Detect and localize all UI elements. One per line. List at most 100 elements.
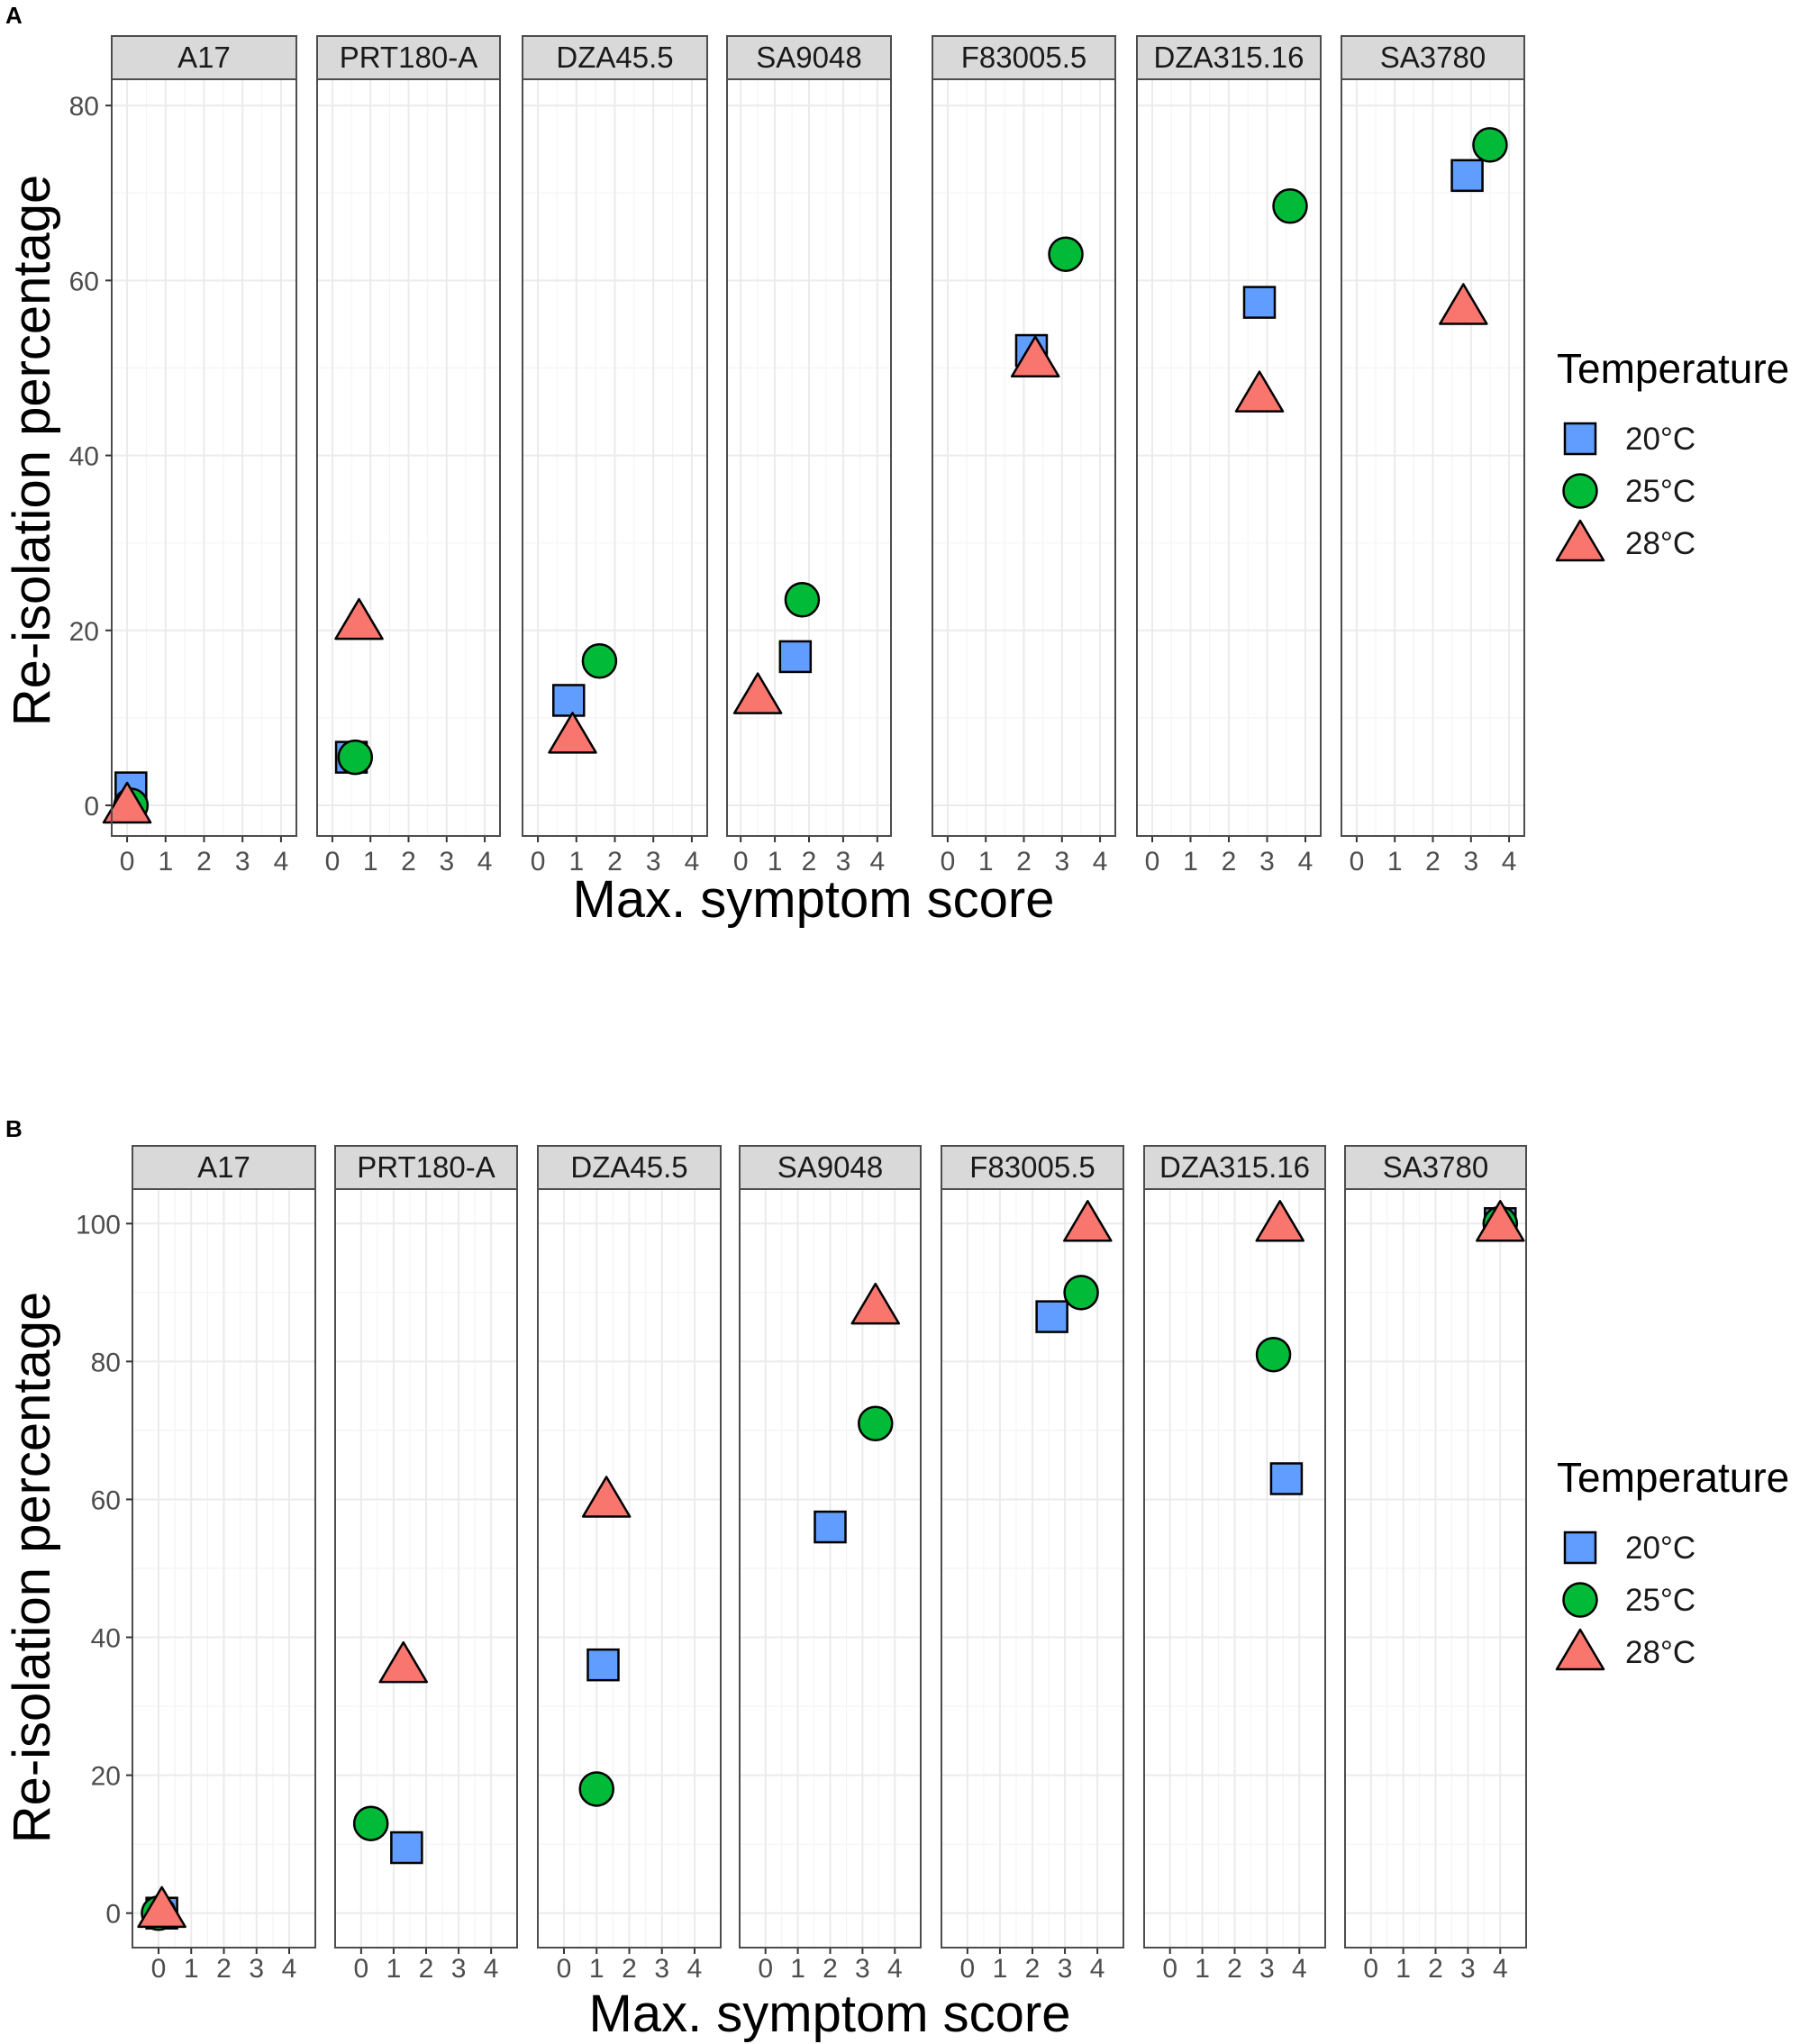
facet-strip: [739, 1145, 922, 1190]
facet-strip-label: F83005.5: [969, 1150, 1095, 1184]
x-tick-label: 0: [531, 847, 546, 877]
legend-key-triangle: [1555, 519, 1605, 562]
x-tick-label: 3: [1259, 1954, 1275, 1984]
facet-strip: [1344, 1145, 1527, 1190]
data-point-triangle: [1439, 283, 1488, 325]
facet-strip-label: SA9048: [777, 1150, 883, 1184]
x-tick-label: 4: [887, 1954, 903, 1984]
x-tick-label: 0: [960, 1954, 976, 1984]
y-tick-label: 80: [91, 1348, 121, 1377]
points-group: [352, 1640, 428, 1865]
x-tick-label: 0: [941, 847, 956, 877]
x-tick-label: 2: [401, 847, 416, 877]
x-tick-label: 4: [484, 1954, 499, 1984]
legend: Temperature 20°C 25°C 28°C: [1555, 345, 1789, 562]
plot-border: [111, 78, 297, 837]
x-tick-label: 1: [363, 847, 378, 877]
points-group: [1255, 1200, 1304, 1495]
x-tick-label: 1: [1387, 847, 1403, 877]
x-tick-label: 3: [855, 1954, 870, 1984]
x-tick-label: 4: [869, 847, 885, 877]
y-tick-label: 60: [91, 1485, 121, 1515]
legend-key-triangle: [1555, 1628, 1605, 1671]
facet-dza315-16: DZA315.16 0 1 2 3 4: [1136, 35, 1322, 877]
facet-a17: A17 0 1 2 3 4: [102, 35, 297, 877]
data-point-square: [778, 640, 813, 674]
x-tick-label: 3: [235, 847, 250, 877]
data-point-square: [1269, 1462, 1304, 1495]
panel-letter: A: [5, 2, 23, 29]
x-tick-label: 2: [622, 1954, 637, 1984]
facet-f83005-5: F83005.5 0 1 2 3 4: [941, 1145, 1124, 1984]
data-point-triangle: [850, 1282, 900, 1325]
facet-strip: [132, 1145, 316, 1190]
x-tick-label: 4: [1493, 1954, 1508, 1984]
data-point-triangle: [378, 1640, 428, 1684]
data-point-circle: [1472, 127, 1508, 163]
points-group: [814, 1282, 900, 1544]
data-point-circle: [1272, 188, 1308, 224]
x-tick-label: 2: [607, 847, 623, 877]
x-tick-label: 4: [1298, 847, 1314, 877]
x-tick-label: 3: [439, 847, 454, 877]
x-tick-label: 4: [1090, 1954, 1105, 1984]
y-tick-label: 60: [69, 267, 99, 296]
data-point-square: [814, 1510, 847, 1544]
legend-key-square: [1563, 422, 1597, 456]
data-point-circle: [578, 1771, 614, 1807]
facet-strip: [334, 1145, 518, 1190]
facet-strip-label: DZA315.16: [1154, 41, 1304, 74]
x-tick-label: 0: [151, 1954, 167, 1984]
data-point-square: [390, 1831, 423, 1865]
facet-strip-label: SA9048: [756, 41, 861, 74]
x-tick-label: 3: [1460, 1954, 1476, 1984]
y-tick-label: 20: [69, 617, 99, 647]
data-point-circle: [1063, 1275, 1099, 1311]
x-tick-label: 3: [1259, 847, 1275, 877]
x-tick-label: 4: [274, 847, 289, 877]
facet-sa3780: SA3780 0 1 2 3 4: [1344, 1145, 1527, 1984]
x-tick-label: 1: [184, 1954, 199, 1984]
x-tick-label: 0: [557, 1954, 572, 1984]
y-tick-label: 20: [91, 1762, 121, 1792]
facet-sa9048: SA9048 0 1 2 3 4: [726, 35, 892, 877]
facet-strip-label: A17: [197, 1150, 250, 1184]
x-tick-label: 0: [1350, 847, 1365, 877]
facet-strip-label: SA3780: [1380, 41, 1486, 74]
x-tick-label: 1: [768, 847, 783, 877]
points-group: [1035, 1200, 1113, 1333]
x-tick-label: 3: [836, 847, 851, 877]
facet-strip: [941, 1145, 1124, 1190]
x-tick-label: 1: [993, 1954, 1008, 1984]
x-tick-label: 1: [158, 847, 173, 877]
x-tick-label: 2: [1222, 847, 1237, 877]
x-tick-label: 2: [1025, 1954, 1041, 1984]
x-tick-label: 1: [568, 847, 584, 877]
data-point-circle: [581, 643, 618, 679]
facet-strip-label: DZA315.16: [1159, 1150, 1310, 1184]
y-tick-label: 0: [105, 1900, 121, 1930]
plot-border: [537, 1188, 722, 1949]
x-tick-label: 4: [1292, 1954, 1307, 1984]
data-point-circle: [337, 739, 374, 776]
x-tick-label: 3: [654, 1954, 669, 1984]
x-tick-label: 3: [249, 1954, 264, 1984]
data-point-circle: [352, 1805, 389, 1841]
x-tick-label: 4: [1502, 847, 1517, 877]
x-tick-label: 0: [1363, 1954, 1378, 1984]
facet-dza45-5: DZA45.5 0 1 2 3 4: [522, 35, 708, 877]
plot-border: [1143, 1188, 1326, 1949]
facet-f83005-5: F83005.5 0 1 2 3 4: [932, 35, 1116, 877]
legend-label: 25°C: [1625, 474, 1695, 509]
facet-strip-label: DZA45.5: [556, 41, 673, 74]
plot-border: [1136, 78, 1322, 837]
x-tick-label: 2: [216, 1954, 232, 1984]
y-tick-label: 40: [69, 442, 99, 472]
plot-border: [1344, 1188, 1527, 1949]
facet-strip: [522, 35, 708, 80]
data-point-triangle: [732, 672, 783, 714]
facet-strip: [111, 35, 297, 80]
facet-strip: [932, 35, 1116, 80]
x-tick-label: 3: [451, 1954, 467, 1984]
x-tick-label: 4: [685, 847, 700, 877]
